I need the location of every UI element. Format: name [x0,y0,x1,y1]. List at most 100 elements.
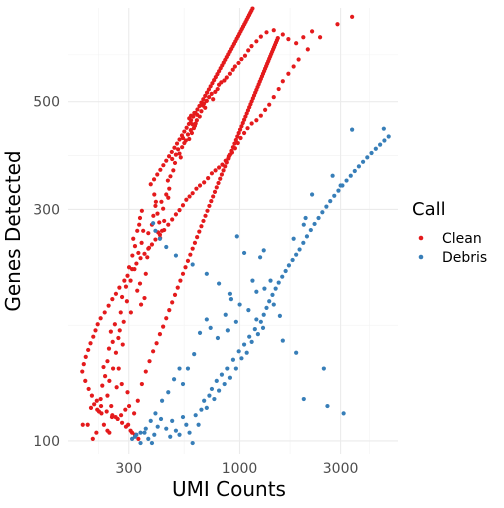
point-clean [180,271,186,276]
point-clean [162,218,167,224]
point-debris [143,426,148,431]
point-debris [241,250,247,256]
point-debris [261,248,266,253]
point-clean [221,168,226,173]
point-clean [98,403,104,409]
point-clean [116,335,121,341]
point-debris [204,271,209,276]
point-clean [158,167,163,172]
point-clean [164,316,169,321]
point-debris [138,430,143,435]
point-clean [81,362,86,367]
point-clean [197,114,202,119]
point-debris [173,253,179,258]
point-clean [207,203,212,209]
point-clean [128,428,133,433]
point-clean [199,100,204,105]
point-clean [178,278,183,283]
point-clean [165,178,170,183]
point-clean [317,35,323,40]
point-clean [85,422,90,427]
point-clean [180,145,185,150]
point-clean [100,383,105,388]
point-clean [232,64,237,69]
point-debris [294,252,299,257]
point-clean [117,328,122,333]
point-debris [373,146,378,151]
point-debris [204,405,209,410]
point-debris [338,183,343,188]
point-clean [185,258,191,263]
data-points [80,6,391,446]
point-debris [356,164,361,169]
point-clean [106,346,112,351]
point-clean [106,303,111,308]
point-clean [112,322,117,327]
point-debris [328,199,333,204]
point-clean [107,378,112,383]
point-debris [202,398,207,403]
point-clean [271,28,276,33]
point-debris [225,328,230,333]
point-clean [118,310,123,315]
point-clean [99,411,104,416]
point-debris [129,436,135,441]
point-clean [294,41,299,46]
point-debris [233,319,238,324]
point-clean [305,47,310,52]
point-clean [92,402,97,407]
point-clean [213,168,218,173]
point-debris [336,188,341,193]
point-clean [83,354,88,360]
point-clean [195,235,200,240]
point-clean [86,347,91,353]
point-clean [137,281,143,286]
point-debris [324,204,329,209]
point-clean [95,407,100,412]
point-clean [114,385,119,390]
point-clean [174,141,180,146]
point-clean [89,393,95,398]
point-debris [330,173,335,178]
point-debris [277,313,282,318]
point-debris [155,424,160,429]
point-debris [344,178,349,183]
point-clean [195,107,200,112]
point-clean [301,35,306,40]
point-clean [128,278,133,283]
point-debris [301,240,306,245]
point-clean [203,93,208,99]
point-clean [136,250,141,256]
point-debris [254,289,259,294]
point-debris [151,221,156,226]
point-clean [243,114,248,119]
point-debris [199,407,204,412]
point-debris [291,236,296,241]
point-debris [246,308,251,313]
point-clean [199,224,204,229]
point-clean [226,156,231,161]
point-clean [80,369,85,374]
point-clean [183,265,188,270]
point-clean [183,138,188,143]
point-clean [219,172,225,177]
point-clean [153,203,158,209]
point-clean [171,168,176,173]
point-clean [203,105,208,110]
point-debris [204,317,209,322]
point-debris [233,366,238,371]
point-clean [170,300,175,305]
point-clean [168,174,173,179]
point-debris [264,305,269,311]
point-debris [152,432,157,437]
point-debris [247,334,252,339]
point-clean [130,253,135,258]
point-clean [154,341,159,346]
point-debris [262,286,267,291]
point-debris [197,330,203,335]
point-clean [197,229,202,234]
point-clean [176,147,181,152]
point-clean [91,334,96,339]
point-clean [162,227,167,233]
point-debris [280,338,285,343]
